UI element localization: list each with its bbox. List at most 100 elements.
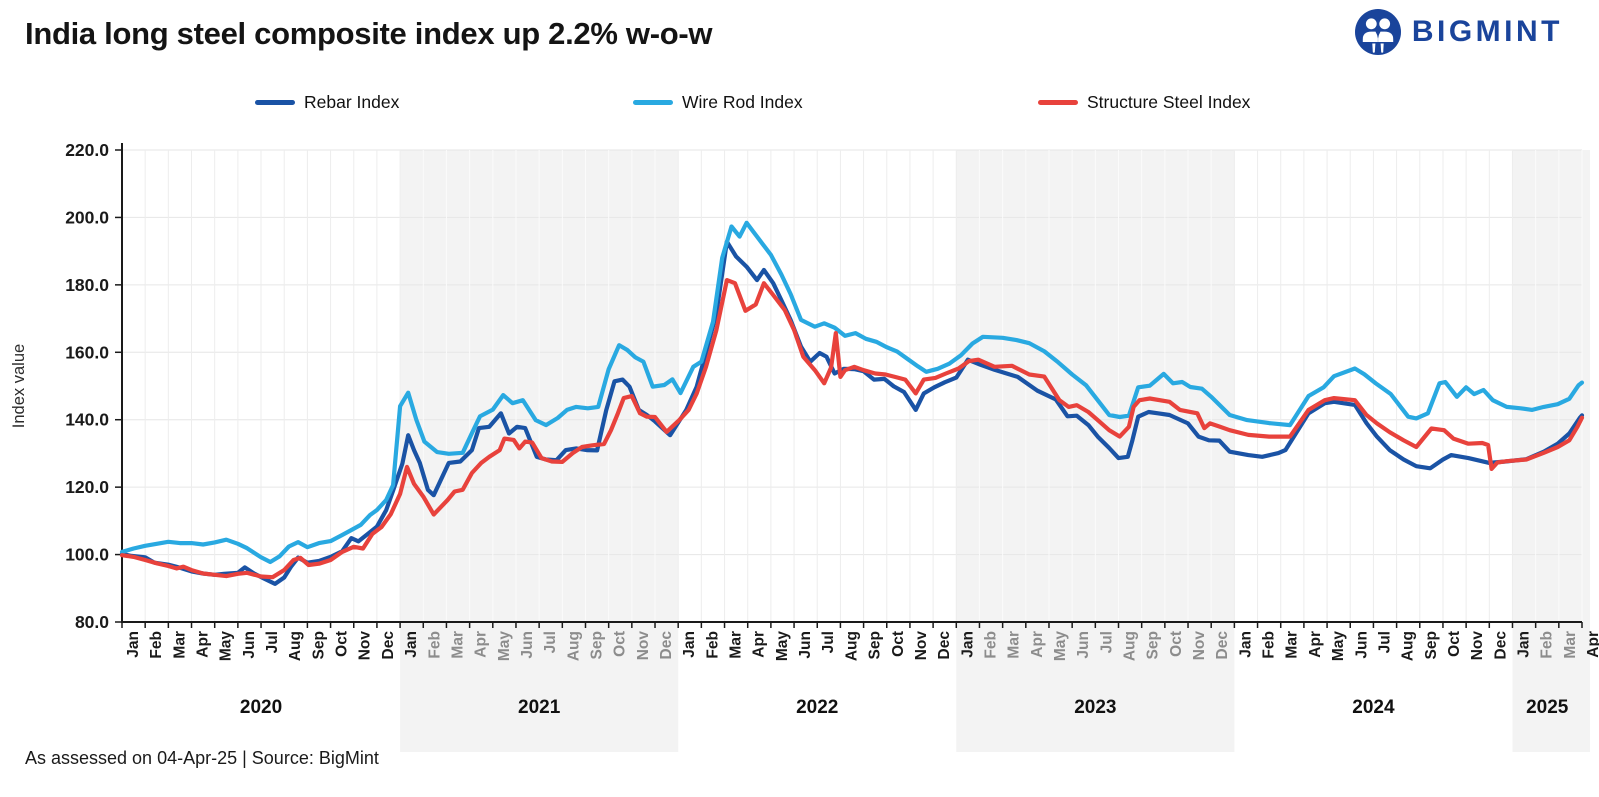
svg-text:Aug: Aug [565,631,582,661]
wire-rod-line-swatch [633,100,673,105]
svg-text:Jun: Jun [1075,631,1092,659]
svg-text:Sep: Sep [1145,631,1162,659]
svg-text:Apr: Apr [1029,631,1046,658]
svg-text:Index value: Index value [10,344,28,428]
bigmint-logo-icon [1354,9,1401,55]
svg-text:Aug: Aug [287,631,304,661]
x-axis-month-labels: Jan Feb Mar Apr May Jun Jul Aug Sep Oct Nov Dec Jan F… [125,631,1599,662]
legend-label-rebar: Rebar Index [304,92,400,112]
svg-text:Dec: Dec [1214,631,1231,660]
svg-text:Feb: Feb [1539,631,1556,659]
svg-text:Jul: Jul [264,631,281,653]
svg-text:Mar: Mar [728,631,745,659]
svg-text:Feb: Feb [1261,631,1278,659]
svg-text:Jan: Jan [125,631,142,658]
svg-text:2021: 2021 [518,697,561,718]
svg-text:Sep: Sep [588,631,605,659]
svg-text:160.0: 160.0 [65,342,109,362]
svg-text:Jul: Jul [542,631,559,653]
svg-text:Oct: Oct [612,631,629,657]
svg-text:2023: 2023 [1074,697,1116,718]
svg-text:Apr: Apr [195,631,212,658]
footnote: As assessed on 04-Apr-25 | Source: BigMi… [25,748,379,768]
svg-text:Apr: Apr [1585,631,1599,658]
legend-item-rebar: Rebar Index [255,92,399,113]
svg-text:140.0: 140.0 [65,410,109,430]
svg-text:Sep: Sep [1423,631,1440,659]
structure-steel-index-line [119,278,1585,580]
svg-text:Apr: Apr [473,631,490,658]
svg-text:Mar: Mar [1562,631,1579,659]
svg-text:Jan: Jan [1237,631,1254,658]
svg-text:2024: 2024 [1352,697,1395,718]
bigmint-logo-text: BIGMINT [1411,15,1563,48]
svg-text:Nov: Nov [635,631,652,661]
svg-text:Jul: Jul [1376,631,1393,653]
svg-text:Feb: Feb [426,631,443,659]
svg-text:80.0: 80.0 [75,612,109,632]
svg-text:Jun: Jun [241,631,258,659]
svg-text:Jun: Jun [519,631,536,659]
x-axis-year-labels: 2020 2021 2022 2023 2024 2025 [240,697,1569,718]
svg-text:Sep: Sep [310,631,327,659]
svg-text:Jan: Jan [403,631,420,658]
svg-text:Mar: Mar [171,631,188,659]
svg-text:100.0: 100.0 [65,545,109,565]
svg-text:Nov: Nov [1469,631,1486,661]
svg-text:Nov: Nov [913,631,930,661]
svg-text:200.0: 200.0 [65,207,109,227]
y-axis-tick-labels: 220.0 200.0 180.0 160.0 140.0 120.0 100.0 80.0 [65,140,109,632]
legend-item-wire-rod: Wire Rod Index [633,92,803,113]
svg-text:May: May [1052,631,1069,662]
svg-text:Oct: Oct [1446,631,1463,657]
svg-text:2020: 2020 [240,697,282,718]
svg-text:180.0: 180.0 [65,275,109,295]
svg-text:Mar: Mar [1284,631,1301,659]
legend-item-structure-steel: Structure Steel Index [1038,92,1250,113]
svg-text:2025: 2025 [1526,697,1569,718]
svg-text:Mar: Mar [1006,631,1023,659]
svg-text:Sep: Sep [867,631,884,659]
svg-text:Jul: Jul [820,631,837,653]
svg-text:Apr: Apr [751,631,768,658]
svg-text:May: May [1330,631,1347,662]
svg-text:May: May [218,631,235,662]
svg-text:Aug: Aug [1400,631,1417,661]
svg-text:Dec: Dec [936,631,953,660]
svg-text:May: May [496,631,513,662]
svg-text:Jun: Jun [797,631,814,659]
gridlines [122,149,1583,622]
axes [115,143,1583,628]
svg-text:Feb: Feb [148,631,165,659]
bigmint-logo: BIGMINT [1354,8,1563,56]
svg-text:Dec: Dec [380,631,397,660]
svg-text:Nov: Nov [357,631,374,661]
svg-text:220.0: 220.0 [65,140,109,160]
svg-text:Feb: Feb [982,631,999,659]
svg-text:Jan: Jan [959,631,976,658]
rebar-line-swatch [255,100,295,105]
svg-text:Oct: Oct [1168,631,1185,657]
svg-text:Oct: Oct [890,631,907,657]
wire-rod-index-line [119,220,1585,565]
svg-text:Jul: Jul [1098,631,1115,653]
structure-steel-line-swatch [1038,100,1078,105]
svg-text:Mar: Mar [449,631,466,659]
svg-text:Jun: Jun [1353,631,1370,659]
svg-text:2022: 2022 [796,697,838,718]
svg-text:Aug: Aug [843,631,860,661]
svg-text:Feb: Feb [704,631,721,659]
legend-label-wire-rod: Wire Rod Index [682,92,803,112]
svg-text:Dec: Dec [1492,631,1509,660]
svg-text:Apr: Apr [1307,631,1324,658]
svg-text:Jan: Jan [681,631,698,658]
svg-text:Jan: Jan [1515,631,1532,658]
y-axis-title: Index value [10,344,28,428]
page-title: India long steel composite index up 2.2%… [25,16,713,51]
line-chart-canvas: 220.0 200.0 180.0 160.0 140.0 120.0 100.0 80.0 I… [10,140,1599,752]
svg-text:Dec: Dec [658,631,675,660]
rebar-index-line [119,239,1585,586]
svg-text:Aug: Aug [1122,631,1139,661]
svg-text:120.0: 120.0 [65,477,109,497]
